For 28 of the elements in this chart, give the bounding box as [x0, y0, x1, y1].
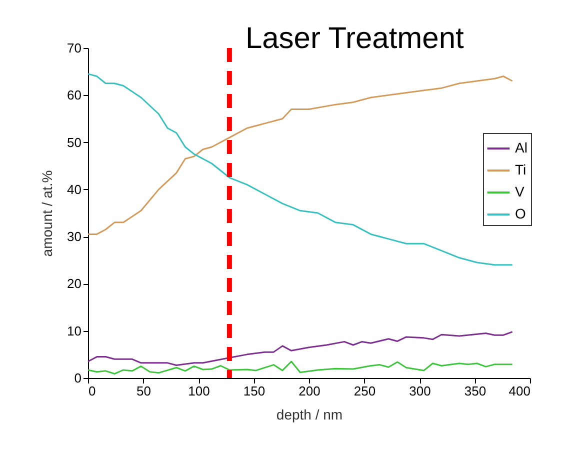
x-tick-label: 50: [136, 384, 151, 398]
y-tick-label: 0: [74, 370, 82, 386]
legend-label: Ti: [515, 162, 526, 178]
y-tick-label: 70: [67, 40, 82, 56]
legend-label: V: [515, 184, 525, 200]
ref-line-label: Laser Treatment: [245, 22, 465, 55]
x-tick-label: 400: [508, 384, 530, 398]
x-tick-label: 350: [464, 384, 486, 398]
y-tick-label: 20: [67, 276, 82, 292]
y-tick-label: 60: [67, 88, 82, 103]
legend-label: Al: [515, 140, 528, 156]
y-tick-label: 10: [67, 323, 82, 338]
legend-label: O: [515, 206, 526, 222]
y-tick-label: 30: [67, 229, 82, 244]
y-axis-title: amount / at.%: [39, 170, 56, 257]
line-series: [87, 76, 514, 235]
x-tick-label: 300: [409, 384, 431, 398]
x-tick-label: 100: [188, 384, 210, 398]
line-series: [87, 331, 514, 366]
line-series: [87, 73, 514, 266]
line-series: [87, 360, 514, 375]
x-tick-label: 0: [88, 384, 96, 398]
y-tick-label: 50: [67, 134, 82, 150]
x-axis-title: depth / nm: [276, 406, 343, 422]
y-tick-label: 40: [67, 182, 82, 197]
x-tick-label: 250: [354, 384, 376, 398]
x-tick-label: 200: [298, 384, 320, 398]
x-tick-label: 150: [243, 384, 266, 398]
